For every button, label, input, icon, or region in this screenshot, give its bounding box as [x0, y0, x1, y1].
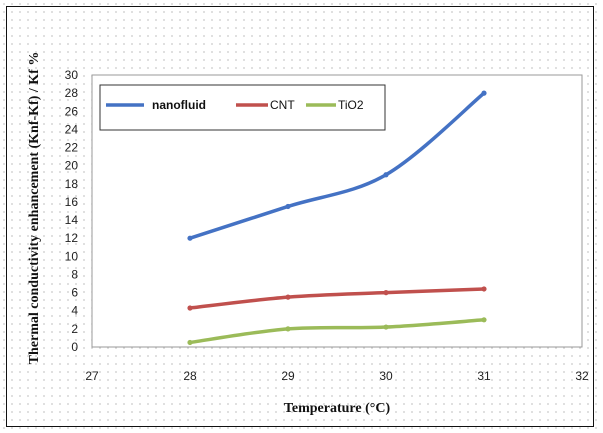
legend-label-nanofluid: nanofluid — [152, 98, 206, 112]
x-tick-label: 29 — [281, 369, 295, 383]
data-point-cnt — [481, 286, 487, 292]
y-tick-label: 14 — [65, 213, 79, 227]
y-tick-label: 10 — [65, 249, 79, 263]
y-tick-label: 30 — [65, 68, 79, 82]
data-point-cnt — [383, 290, 389, 296]
x-tick-label: 31 — [477, 369, 491, 383]
data-point-tio2 — [187, 339, 193, 346]
y-tick-label: 12 — [65, 231, 79, 245]
legend-label-cnt: CNT — [270, 98, 295, 112]
series-line-nanofluid — [188, 91, 486, 240]
y-tick-label: 28 — [65, 86, 79, 100]
x-tick-label: 28 — [183, 369, 197, 383]
data-point-nanofluid — [187, 235, 193, 241]
series-line-cnt — [188, 287, 486, 310]
data-point-nanofluid — [383, 172, 389, 178]
data-point-tio2 — [285, 326, 291, 332]
x-axis-ticks: 27 28 29 30 31 32 — [85, 369, 589, 383]
y-tick-label: 8 — [71, 267, 78, 281]
data-point-nanofluid — [285, 203, 291, 210]
y-tick-label: 24 — [65, 122, 79, 136]
series-layer — [187, 90, 487, 346]
legend-label-tio2: TiO2 — [338, 98, 364, 112]
legend: nanofluid CNT TiO2 — [99, 84, 386, 131]
data-point-nanofluid — [481, 90, 487, 96]
y-tick-label: 16 — [65, 195, 79, 209]
x-tick-label: 27 — [85, 369, 99, 383]
y-tick-label: 0 — [71, 340, 78, 354]
legend-box — [99, 84, 386, 131]
chart-frame — [6, 6, 594, 427]
data-point-tio2 — [481, 317, 487, 323]
y-tick-label: 2 — [71, 322, 78, 336]
x-tick-label: 32 — [575, 369, 589, 383]
series-line-tio2 — [188, 318, 486, 345]
y-tick-label: 18 — [65, 177, 79, 191]
y-axis-title: Thermal conductivity enhancement (Knf-Kf… — [27, 52, 42, 365]
data-point-tio2 — [383, 324, 389, 330]
x-axis-title: Temperature (°C) — [284, 401, 391, 416]
y-tick-label: 4 — [71, 304, 78, 318]
data-point-cnt — [285, 294, 291, 300]
x-tick-label: 30 — [379, 369, 393, 383]
y-tick-label: 6 — [71, 286, 78, 300]
data-point-cnt — [187, 305, 193, 311]
y-tick-label: 26 — [65, 104, 79, 118]
y-tick-label: 20 — [65, 159, 79, 173]
y-tick-label: 22 — [65, 141, 79, 155]
